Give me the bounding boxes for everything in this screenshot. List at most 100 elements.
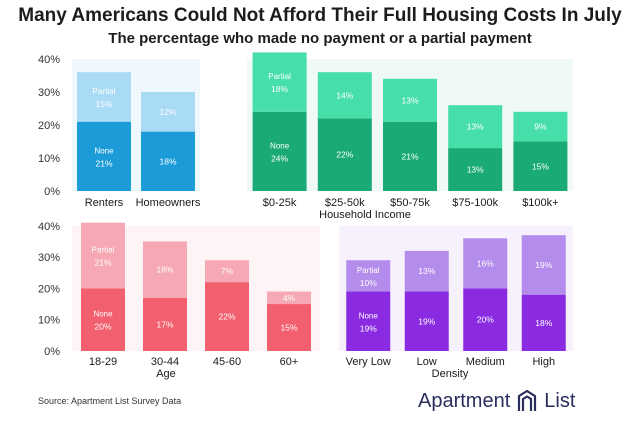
- x-axis-title-income: Household Income: [319, 209, 411, 221]
- x-tick-label-housing: Renters: [85, 197, 124, 209]
- x-axis-title-age: Age: [156, 368, 176, 380]
- x-tick-label-age: 30-44: [151, 356, 179, 368]
- brand-logo: Apartment List: [418, 388, 575, 414]
- bar-income-none-2: [383, 121, 437, 191]
- bar-density-none-0: [346, 291, 391, 351]
- series-name-label-housing-none: None: [94, 146, 114, 155]
- bar-density-partial-1: [404, 250, 449, 292]
- bar-income-none-3: [448, 148, 503, 191]
- data-label-density-none-0: 19%: [360, 323, 377, 333]
- data-label-density-partial-1: 13%: [418, 266, 435, 276]
- y-tick-label-age: 30%: [38, 252, 60, 264]
- data-label-age-partial-3: 4%: [283, 293, 296, 303]
- y-tick-label-age: 20%: [38, 283, 60, 295]
- bar-density-none-3: [521, 294, 566, 351]
- data-label-income-none-0: 24%: [271, 153, 288, 163]
- bar-housing-partial-0: [77, 72, 131, 122]
- data-label-income-none-2: 21%: [401, 151, 418, 161]
- x-tick-label-age: 18-29: [89, 356, 117, 368]
- y-tick-label-housing: 0%: [44, 186, 60, 198]
- y-tick-label-age: 40%: [38, 221, 60, 233]
- data-label-density-none-3: 18%: [535, 318, 552, 328]
- x-tick-label-income: $50-75k: [390, 197, 430, 209]
- bar-age-partial-0: [81, 222, 125, 289]
- data-label-housing-partial-1: 12%: [159, 107, 176, 117]
- y-tick-label-housing: 40%: [38, 54, 60, 66]
- bar-income-none-4: [513, 141, 568, 191]
- bar-income-partial-1: [317, 72, 372, 119]
- bar-density-partial-3: [521, 235, 566, 295]
- data-label-age-none-2: 22%: [218, 312, 235, 322]
- x-axis-title-density: Density: [432, 368, 469, 380]
- data-label-income-partial-1: 14%: [336, 90, 353, 100]
- y-tick-label-age: 0%: [44, 346, 60, 358]
- data-label-age-none-3: 15%: [280, 323, 297, 333]
- data-label-density-partial-2: 16%: [477, 258, 494, 268]
- bar-age-none-3: [267, 304, 311, 351]
- y-tick-label-housing: 10%: [38, 153, 60, 165]
- x-tick-label-income: $0-25k: [263, 197, 297, 209]
- bar-income-partial-0: [252, 52, 307, 112]
- bar-housing-none-1: [141, 131, 195, 191]
- y-tick-label-age: 10%: [38, 315, 60, 327]
- series-name-label-income-partial: Partial: [268, 72, 291, 81]
- brand-name-right: List: [544, 389, 576, 412]
- data-label-age-partial-2: 7%: [221, 266, 234, 276]
- x-tick-label-age: 45-60: [213, 356, 241, 368]
- x-tick-label-income: $75-100k: [452, 197, 498, 209]
- bar-density-none-1: [404, 291, 449, 351]
- x-tick-label-density: Medium: [466, 356, 505, 368]
- bar-income-partial-2: [383, 78, 437, 122]
- bar-income-partial-3: [448, 105, 503, 149]
- series-name-label-age-none: None: [93, 310, 113, 319]
- bar-density-partial-2: [463, 238, 508, 289]
- series-name-label-age-partial: Partial: [92, 246, 115, 255]
- data-label-income-none-1: 22%: [336, 150, 353, 160]
- data-label-density-none-2: 20%: [477, 315, 494, 325]
- x-tick-label-income: $100k+: [522, 197, 558, 209]
- data-label-age-none-0: 20%: [94, 322, 111, 332]
- series-name-label-housing-partial: Partial: [93, 87, 116, 96]
- data-label-income-partial-3: 13%: [467, 122, 484, 132]
- x-tick-label-age: 60+: [280, 356, 299, 368]
- x-tick-label-density: High: [532, 356, 555, 368]
- data-label-income-partial-0: 18%: [271, 84, 288, 94]
- bar-income-none-1: [317, 118, 372, 191]
- x-tick-label-housing: Homeowners: [136, 197, 201, 209]
- data-label-income-none-4: 15%: [532, 161, 549, 171]
- data-label-density-none-1: 19%: [418, 316, 435, 326]
- data-label-income-partial-2: 13%: [401, 95, 418, 105]
- y-tick-label-housing: 20%: [38, 120, 60, 132]
- bar-age-partial-2: [205, 260, 249, 283]
- chart-title: Many Americans Could Not Afford Their Fu…: [18, 5, 622, 26]
- data-label-housing-none-1: 18%: [159, 156, 176, 166]
- bar-density-partial-0: [346, 260, 391, 292]
- bar-income-partial-4: [513, 111, 568, 142]
- data-label-density-partial-0: 10%: [360, 278, 377, 288]
- data-label-age-partial-0: 21%: [94, 258, 111, 268]
- source-note: Source: Apartment List Survey Data: [38, 396, 182, 406]
- series-name-label-income-none: None: [270, 141, 290, 150]
- data-label-housing-partial-0: 15%: [95, 99, 112, 109]
- bar-housing-none-0: [77, 121, 131, 191]
- data-label-housing-none-0: 21%: [95, 158, 112, 168]
- x-tick-label-density: Low: [417, 356, 437, 368]
- chart-subtitle: The percentage who made no payment or a …: [108, 30, 532, 47]
- series-name-label-density-none: None: [359, 311, 379, 320]
- bar-age-partial-1: [143, 241, 187, 298]
- x-tick-label-income: $25-50k: [325, 197, 365, 209]
- data-label-income-none-3: 13%: [467, 165, 484, 175]
- apartment-list-logo-icon: [518, 389, 537, 411]
- brand-name-left: Apartment: [418, 389, 511, 412]
- bar-age-none-0: [81, 288, 125, 351]
- series-name-label-density-partial: Partial: [357, 266, 380, 275]
- bar-housing-partial-1: [141, 92, 195, 132]
- bar-age-none-2: [205, 282, 249, 351]
- bar-age-partial-3: [267, 291, 311, 305]
- data-label-income-partial-4: 9%: [534, 122, 547, 132]
- data-label-density-partial-3: 19%: [535, 260, 552, 270]
- bar-income-none-0: [252, 111, 307, 191]
- x-tick-label-density: Very Low: [346, 356, 391, 368]
- data-label-age-partial-1: 18%: [156, 265, 173, 275]
